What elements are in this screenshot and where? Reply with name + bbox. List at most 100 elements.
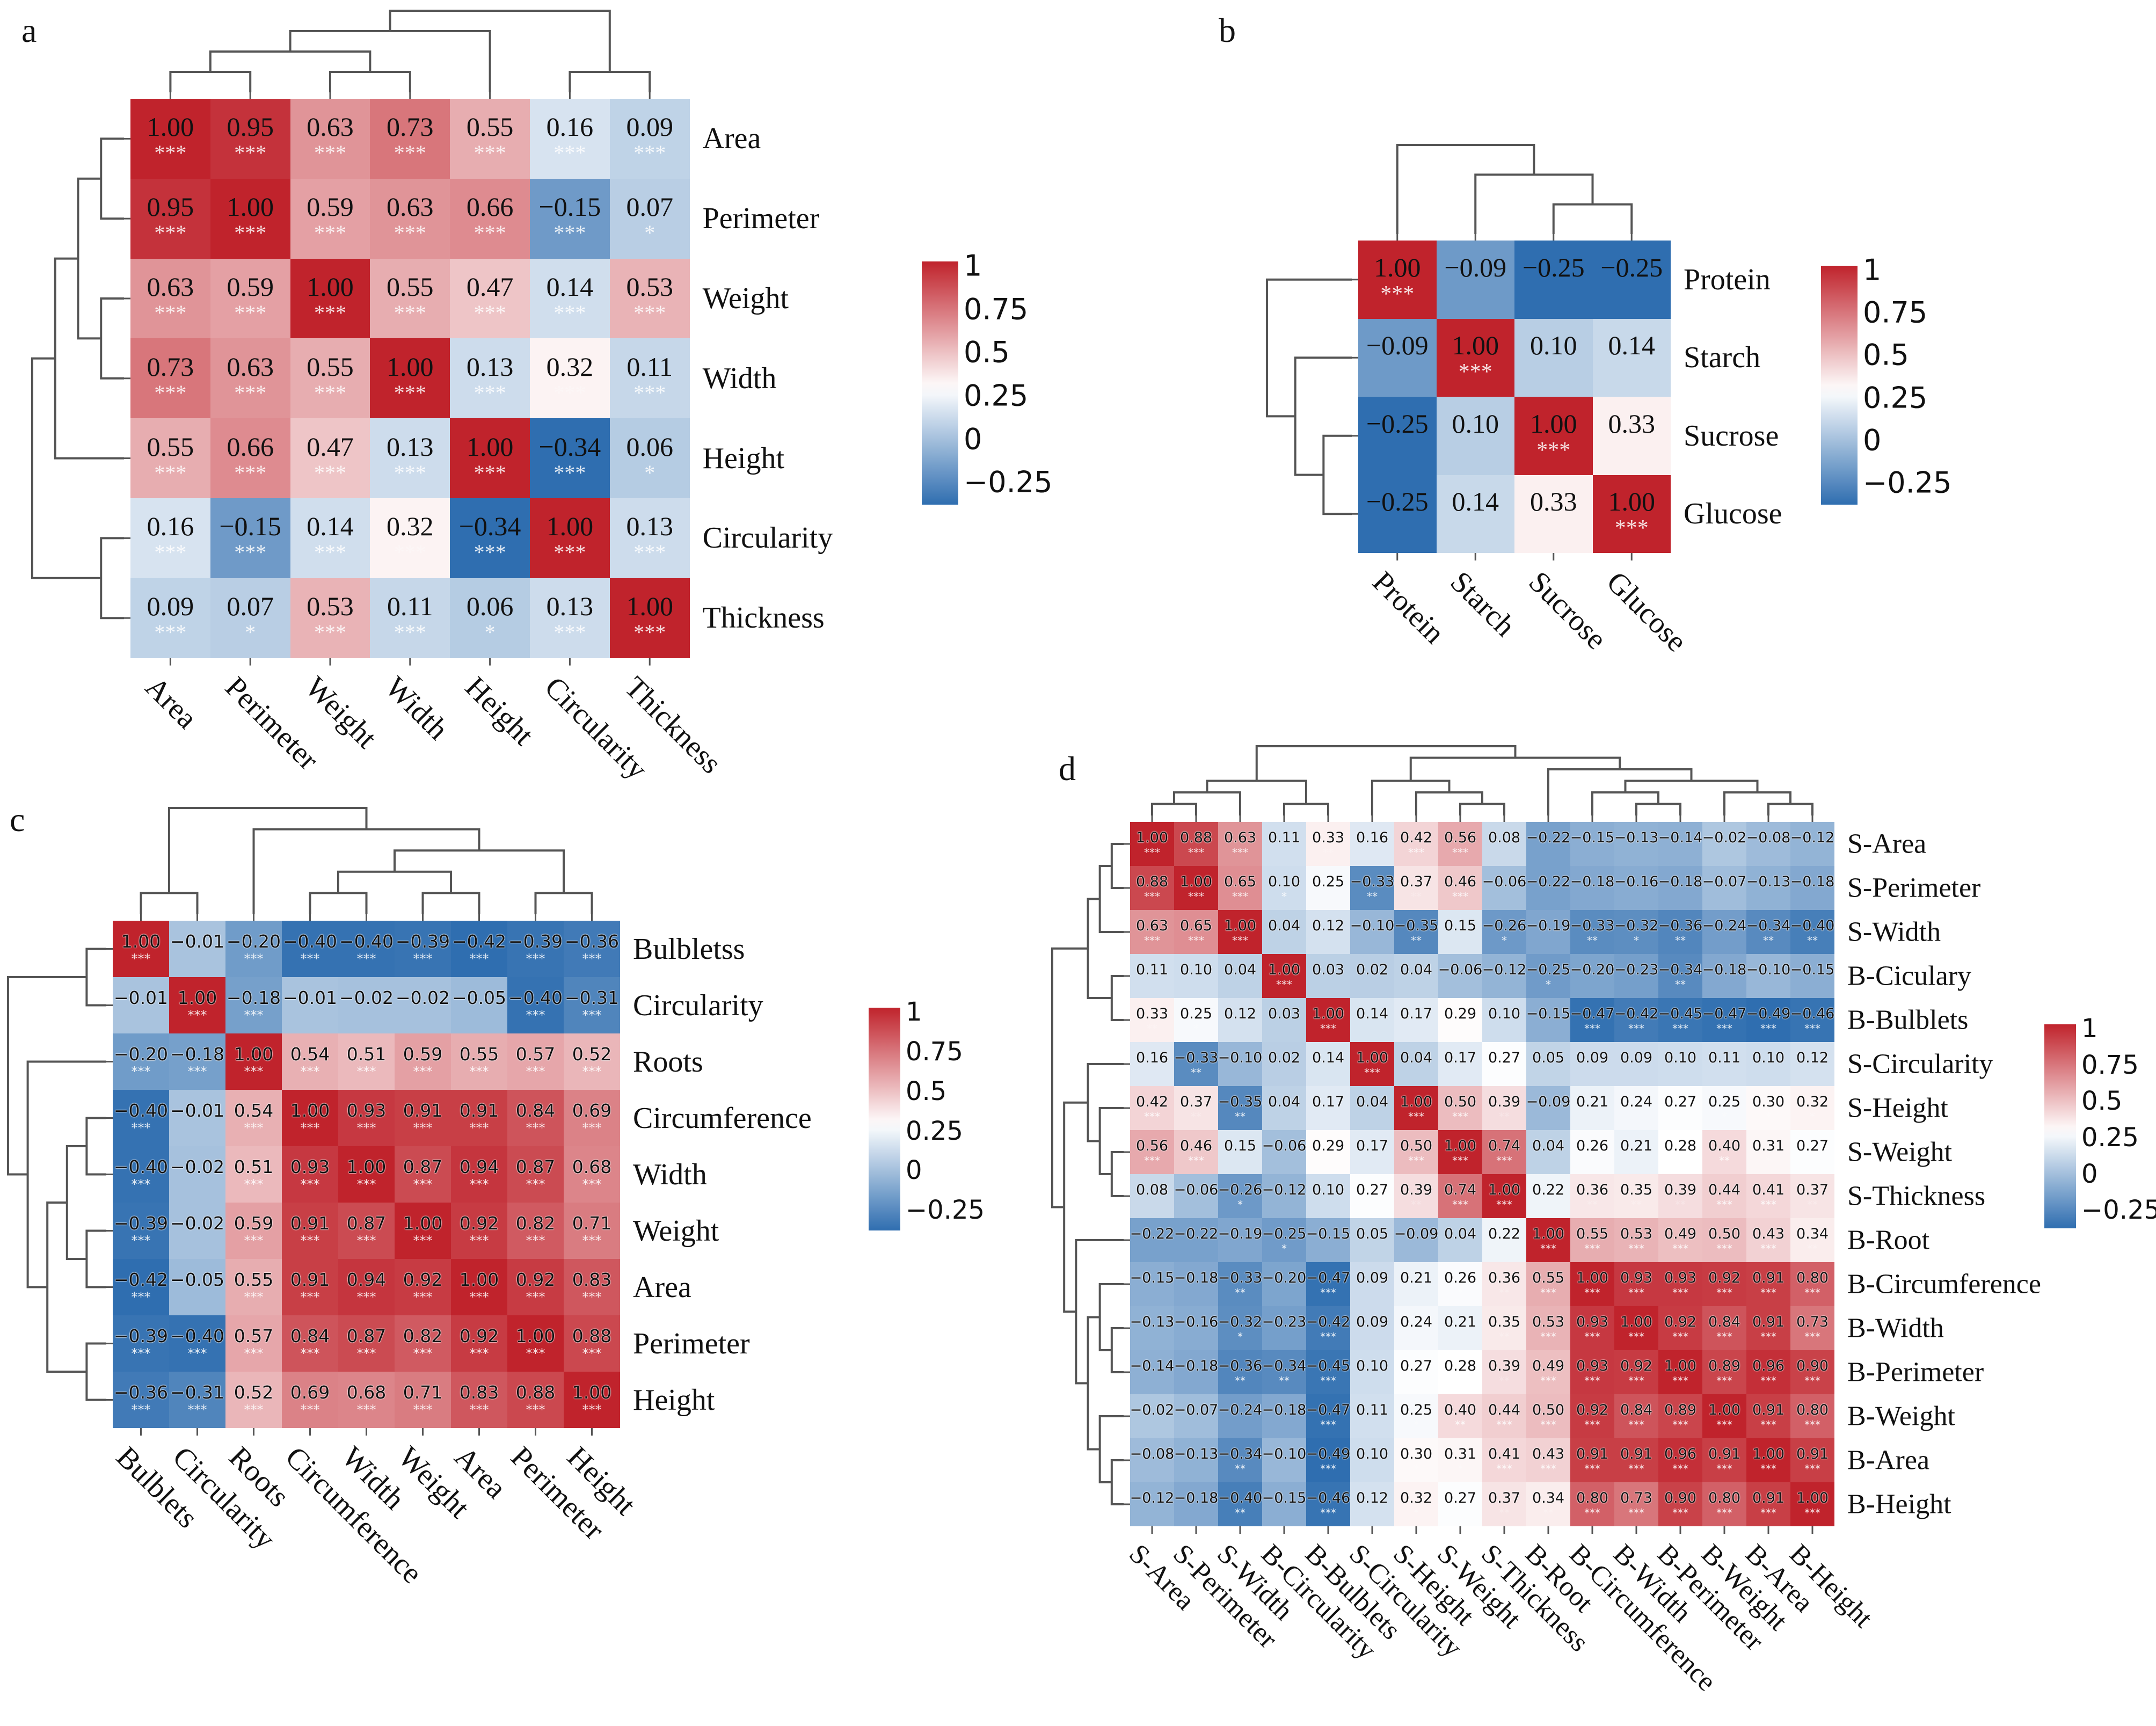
- cell-value: 0.94: [346, 1269, 387, 1290]
- significance-stars: [1629, 361, 1635, 383]
- cell-value: −0.25: [1522, 252, 1585, 282]
- cell-value: 0.94: [459, 1156, 499, 1177]
- cell-value: 0.87: [515, 1156, 556, 1177]
- cell-value: −0.31: [170, 1382, 225, 1403]
- dendrogram-branch: [1098, 1107, 1124, 1175]
- heatmap-cell: 0.87 ***: [338, 1315, 395, 1372]
- cell-value: 0.68: [346, 1382, 387, 1403]
- heatmap-cell: −0.15: [1306, 1218, 1350, 1262]
- heatmap-cell: 0.33 **: [1306, 822, 1350, 866]
- cell-value: −0.40: [170, 1326, 225, 1346]
- cell-value: −0.13: [1174, 1445, 1219, 1462]
- cell-value: −0.32: [1218, 1313, 1263, 1330]
- significance-stars: ***: [1452, 1198, 1468, 1211]
- cell-value: 0.92: [1620, 1357, 1653, 1374]
- dendrogram-branch: [65, 1145, 87, 1260]
- significance-stars: [1283, 1111, 1286, 1122]
- cell-value: 0.16: [1135, 1049, 1169, 1066]
- cell-value: 0.74: [1444, 1181, 1477, 1198]
- dendrogram-branch: [1098, 865, 1124, 933]
- cell-value: 0.32: [546, 351, 594, 382]
- significance-stars: [1635, 891, 1638, 902]
- cell-value: −0.35: [1394, 917, 1439, 934]
- cell-value: 0.43: [1752, 1225, 1785, 1242]
- heatmap-cell: 1.00 ***: [1218, 910, 1262, 954]
- heatmap-cell: −0.46 ***: [1790, 998, 1834, 1042]
- cell-value: 0.52: [572, 1044, 612, 1065]
- cell-value: 0.37: [1488, 1489, 1521, 1506]
- dendrogram-branch: [7, 976, 87, 1176]
- significance-stars: ***: [1804, 1330, 1820, 1343]
- colorbar-tick-label: 0.75: [906, 1036, 963, 1067]
- colorbar-tick-label: 0.25: [1863, 381, 1928, 415]
- significance-stars: ***: [526, 1120, 545, 1135]
- heatmap-cell: −0.26 *: [1482, 910, 1526, 954]
- significance-stars: [1283, 1067, 1286, 1078]
- significance-stars: [1371, 1023, 1374, 1034]
- significance-stars: **: [1587, 934, 1598, 947]
- significance-stars: ***: [413, 1064, 433, 1079]
- significance-stars: ***: [356, 1064, 376, 1079]
- significance-stars: ***: [553, 540, 586, 565]
- heatmap-cell: −0.35 **: [1394, 910, 1438, 954]
- row-label: Width: [702, 361, 777, 395]
- heatmap-cell: 0.93 ***: [282, 1146, 338, 1203]
- heatmap-cell: 1.00 ***: [1130, 822, 1174, 866]
- cell-value: 0.92: [459, 1326, 499, 1346]
- significance-stars: ***: [633, 620, 666, 645]
- significance-stars: **: [1631, 1198, 1642, 1211]
- panel-letter: d: [1059, 749, 1076, 788]
- heatmap-cell: −0.02: [169, 1146, 225, 1203]
- significance-stars: ***: [474, 300, 506, 325]
- heatmap-cell: −0.33 **: [1218, 1262, 1262, 1306]
- heatmap-cell: 1.00 ***: [1394, 1086, 1438, 1130]
- cell-value: 0.22: [1488, 1225, 1521, 1242]
- row-label: Glucose: [1684, 497, 1782, 531]
- cell-value: 0.02: [1268, 1049, 1301, 1066]
- cell-value: 0.14: [1312, 1049, 1345, 1066]
- cell-value: 0.89: [1708, 1357, 1741, 1374]
- cell-value: −0.02: [1702, 829, 1747, 846]
- cell-value: −0.34: [1262, 1357, 1307, 1374]
- cell-value: 0.91: [290, 1269, 330, 1290]
- cell-value: 0.51: [346, 1044, 387, 1065]
- cell-value: 0.55: [234, 1269, 274, 1290]
- cell-value: 0.55: [466, 112, 514, 142]
- heatmap-cell: 0.39 **: [1482, 1086, 1526, 1130]
- dendrogram-branch: [1624, 780, 1759, 792]
- significance-stars: *: [1546, 978, 1551, 991]
- significance-stars: [1150, 1243, 1154, 1254]
- cell-value: 0.12: [1796, 1049, 1829, 1066]
- heatmap-cell: −0.40 ***: [113, 1146, 169, 1203]
- cell-value: 0.29: [1312, 1137, 1345, 1154]
- heatmap-cell: −0.15 ***: [210, 498, 290, 578]
- significance-stars: [1150, 1507, 1154, 1518]
- significance-stars: [1415, 1331, 1418, 1342]
- heatmap-cell: 0.15: [1218, 1130, 1262, 1174]
- cell-value: 0.92: [1576, 1401, 1609, 1418]
- significance-stars: ***: [1804, 1462, 1820, 1475]
- heatmap-cell: 1.00 ***: [290, 258, 370, 339]
- significance-stars: [1591, 891, 1594, 902]
- cell-value: 0.55: [147, 431, 194, 462]
- significance-stars: ***: [1804, 1022, 1820, 1035]
- cell-value: −0.13: [1130, 1313, 1175, 1330]
- heatmap-cell: 1.00 ***: [1174, 866, 1218, 910]
- heatmap-cell: −0.42 ***: [451, 921, 507, 977]
- heatmap-cell: 0.02: [1262, 1042, 1306, 1086]
- significance-stars: [1547, 935, 1550, 946]
- heatmap-cell: 0.92 ***: [395, 1259, 451, 1315]
- cell-value: 0.80: [1708, 1489, 1741, 1506]
- significance-stars: ***: [1452, 890, 1468, 903]
- heatmap-cell: 0.25 *: [1702, 1086, 1746, 1130]
- significance-stars: [1503, 847, 1506, 858]
- colorbar-tick-label: 0.5: [906, 1076, 947, 1106]
- significance-stars: ***: [1672, 1506, 1688, 1519]
- cell-value: 1.00: [1223, 917, 1257, 934]
- cell-value: 0.07: [626, 192, 673, 222]
- cell-value: 0.24: [1400, 1313, 1433, 1330]
- significance-stars: ***: [244, 1290, 264, 1305]
- cell-value: 0.73: [1620, 1489, 1653, 1506]
- cell-value: 0.14: [546, 271, 594, 302]
- heatmap-cell: 0.11 ***: [609, 338, 690, 419]
